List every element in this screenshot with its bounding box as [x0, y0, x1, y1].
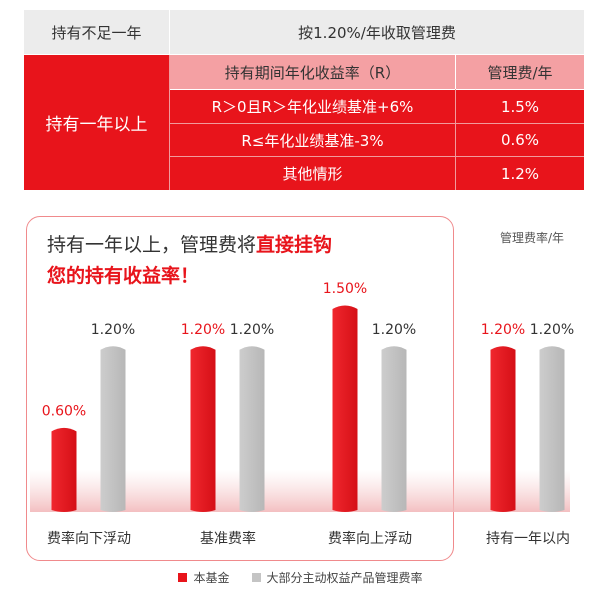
fee-down: 0.6%	[456, 124, 584, 156]
table-divider	[169, 55, 170, 190]
value-label-fund: 1.20%	[481, 322, 525, 338]
table-divider	[170, 156, 584, 157]
condition-other: 其他情形	[170, 157, 455, 190]
legend-item-others: 大部分主动权益产品管理费率	[251, 569, 423, 586]
row-short-fee: 按1.20%/年收取管理费	[170, 10, 584, 54]
header-fee: 管理费/年	[456, 55, 584, 89]
condition-up: R＞0且R＞年化业绩基准+6%	[170, 90, 455, 123]
legend-item-fund: 本基金	[178, 569, 230, 586]
bar-fund	[490, 346, 516, 512]
bar-others	[539, 346, 565, 512]
value-label-others: 1.20%	[230, 322, 274, 338]
category-label: 费率向下浮动	[47, 530, 131, 547]
headline-strong: 直接挂钩	[256, 234, 333, 256]
value-label-others: 1.20%	[530, 322, 574, 338]
legend-label-fund: 本基金	[193, 571, 230, 585]
category-label: 基准费率	[200, 530, 256, 547]
table-divider	[170, 123, 584, 124]
row-long-label: 持有一年以上	[24, 55, 169, 190]
legend-label-others: 大部分主动权益产品管理费率	[266, 571, 423, 585]
value-label-fund: 0.60%	[42, 403, 86, 419]
value-label-fund: 1.50%	[323, 281, 367, 297]
bar-others	[381, 346, 407, 512]
bar-others	[239, 346, 265, 512]
value-label-others: 1.20%	[91, 322, 135, 338]
fee-table: 持有不足一年 按1.20%/年收取管理费 持有一年以上 持有期间年化收益率（R）…	[24, 10, 584, 190]
fee-other: 1.2%	[456, 157, 584, 190]
table-divider	[455, 89, 456, 190]
headline-line2: 您的持有收益率！	[47, 265, 200, 287]
category-label: 费率向上浮动	[328, 530, 412, 547]
headline-prefix: 持有一年以上，管理费将	[47, 234, 257, 256]
fee-up: 1.5%	[456, 90, 584, 123]
bar-fund	[51, 427, 77, 512]
legend-swatch-grey	[251, 573, 261, 582]
chart-headline: 持有一年以上，管理费将直接挂钩 您的持有收益率！	[47, 230, 332, 292]
bar-others	[100, 346, 126, 512]
value-label-fund: 1.20%	[181, 322, 225, 338]
legend-swatch-red	[178, 573, 188, 582]
legend: 本基金 大部分主动权益产品管理费率	[0, 569, 601, 586]
value-label-others: 1.20%	[372, 322, 416, 338]
chart-frame	[26, 216, 454, 561]
condition-down: R≤年化业绩基准-3%	[170, 124, 455, 156]
y-unit-label: 管理费率/年	[500, 231, 565, 245]
row-short-label: 持有不足一年	[24, 10, 169, 54]
header-return: 持有期间年化收益率（R）	[170, 55, 455, 89]
bar-fund	[332, 305, 358, 512]
bar-fund	[190, 346, 216, 512]
category-label: 持有一年以内	[486, 531, 570, 547]
